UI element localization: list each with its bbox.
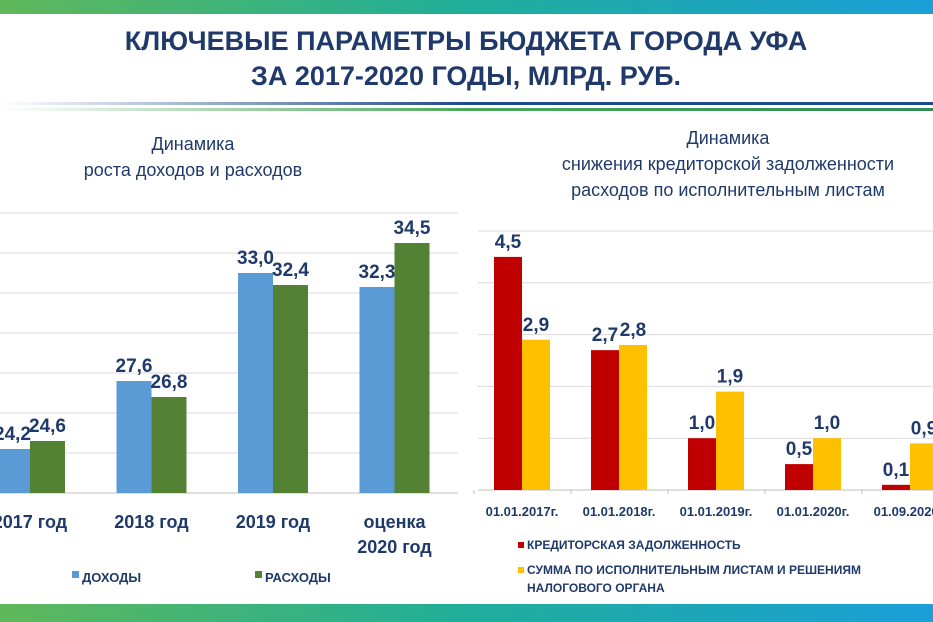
left-chart-title: роста доходов и расходов <box>84 160 302 180</box>
bar <box>394 243 430 493</box>
data-label: 24,6 <box>29 416 66 437</box>
data-label: 0,5 <box>786 439 813 460</box>
legend-label: НАЛОГОВОГО ОРГАНА <box>527 581 665 595</box>
data-label: 33,0 <box>237 248 274 269</box>
bar <box>591 350 619 490</box>
bar <box>688 438 716 490</box>
title-line2: ЗА 2017-2020 ГОДЫ, МЛРД. РУБ. <box>251 61 681 91</box>
bar <box>359 287 395 493</box>
data-label: 24,2 <box>0 424 31 445</box>
bar <box>494 256 522 490</box>
data-label: 2,7 <box>592 325 618 346</box>
category-label: 01.09.2020г. <box>874 504 933 519</box>
data-label: 0,9 <box>911 418 933 439</box>
bar <box>238 273 273 493</box>
legend-swatch <box>518 542 524 548</box>
bar <box>273 285 308 493</box>
divider <box>0 108 933 111</box>
left-chart: 24,224,6 2017 год 27,626,8 2018 год 33,032,4… <box>0 212 458 585</box>
bar <box>151 397 187 493</box>
data-label: 26,8 <box>151 372 188 393</box>
title-line1: КЛЮЧЕВЫЕ ПАРАМЕТРЫ БЮДЖЕТА ГОРОДА УФА <box>125 26 807 56</box>
bar <box>882 484 910 490</box>
data-label: 32,4 <box>272 260 309 281</box>
data-label: 1,0 <box>689 413 715 434</box>
data-label: 4,5 <box>495 232 522 253</box>
bar <box>716 391 744 490</box>
bar <box>116 381 152 493</box>
legend-swatch <box>72 571 79 578</box>
data-label: 2,9 <box>523 315 549 336</box>
category-label: 01.01.2020г. <box>777 504 850 519</box>
bar <box>30 441 65 493</box>
right-chart-title: расходов по исполнительным листам <box>571 180 885 200</box>
right-chart-title: Динамика <box>687 128 771 148</box>
data-label: 2,8 <box>620 320 646 341</box>
bar <box>785 464 813 490</box>
legend-label: ДОХОДЫ <box>82 570 141 585</box>
left-chart-title: Динамика <box>152 134 236 154</box>
legend-label: РАСХОДЫ <box>265 570 331 585</box>
bar <box>522 339 550 490</box>
data-label: 1,9 <box>717 367 743 388</box>
data-label: 27,6 <box>116 356 153 377</box>
category-label: 01.01.2018г. <box>583 504 656 519</box>
category-label: оценка <box>364 512 427 532</box>
category-label: 01.01.2019г. <box>680 504 753 519</box>
category-label: 2017 год <box>0 512 68 532</box>
data-label: 1,0 <box>814 413 840 434</box>
data-label: 32,3 <box>359 262 396 283</box>
bar <box>910 443 933 490</box>
category-label: 2018 год <box>114 512 189 532</box>
bar <box>0 449 30 493</box>
top-band <box>0 0 933 14</box>
bar <box>813 438 841 490</box>
bottom-band <box>0 604 933 622</box>
data-label: 34,5 <box>394 218 431 239</box>
legend-label: КРЕДИТОРСКАЯ ЗАДОЛЖЕННОСТЬ <box>527 538 741 552</box>
data-label: 0,1 <box>883 460 910 481</box>
legend-swatch <box>255 571 262 578</box>
legend-label: СУММА ПО ИСПОЛНИТЕЛЬНЫМ ЛИСТАМ И РЕШЕНИЯ… <box>527 563 861 577</box>
category-label: 2019 год <box>236 512 311 532</box>
right-chart: 4,5 2,9 01.01.2017г. 2,7 2,8 01.01.2018г. 1,0 1… <box>473 230 933 595</box>
category-label: 2020 год <box>357 537 432 557</box>
divider <box>0 102 933 105</box>
legend-swatch <box>518 567 524 573</box>
right-chart-title: снижения кредиторской задолженности <box>562 154 894 174</box>
bar <box>619 344 647 490</box>
category-label: 01.01.2017г. <box>486 504 559 519</box>
